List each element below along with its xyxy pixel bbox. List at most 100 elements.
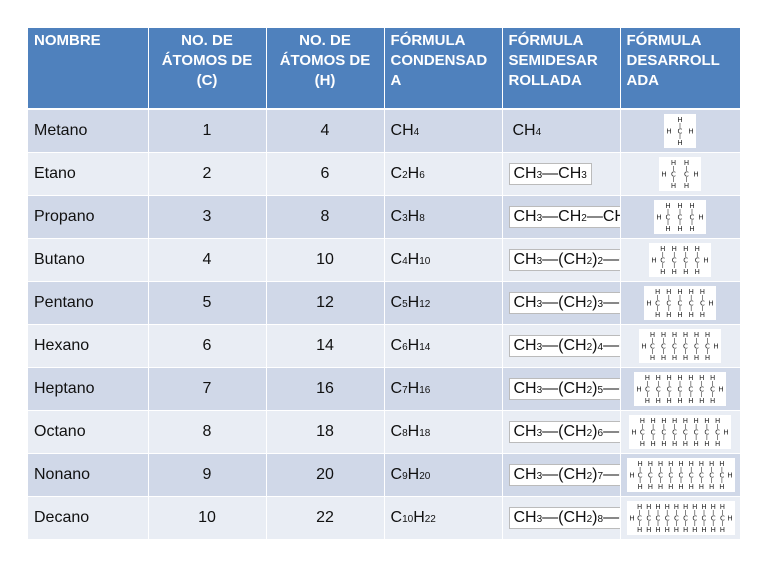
svg-text:H: H <box>671 182 676 190</box>
svg-text:C: C <box>646 514 651 522</box>
svg-text:C: C <box>692 514 697 522</box>
cell-atomos-h: 6 <box>266 152 385 196</box>
svg-text:H: H <box>647 460 652 468</box>
svg-text:H: H <box>701 503 706 511</box>
svg-text:H: H <box>650 354 655 362</box>
svg-text:C: C <box>678 127 683 135</box>
semidesarrollada-formula: CH3—(CH2)4—CH3 <box>508 334 619 357</box>
svg-text:H: H <box>704 256 709 264</box>
svg-text:H: H <box>664 503 669 511</box>
svg-text:H: H <box>689 311 694 319</box>
svg-text:H: H <box>684 159 689 167</box>
cell-nombre: Pentano <box>28 281 149 325</box>
cond-c-count: 2 <box>402 169 408 181</box>
svg-text:H: H <box>678 460 683 468</box>
svg-text:H: H <box>682 526 687 534</box>
svg-text:H: H <box>709 299 714 307</box>
svg-text:H: H <box>667 127 672 135</box>
svg-text:C: C <box>651 428 656 436</box>
header-formula-semidesarrollada: FÓRMULA SEMIDESAR ROLLADA <box>502 28 621 110</box>
svg-text:H: H <box>661 331 666 339</box>
svg-text:H: H <box>719 503 724 511</box>
cell-atomos-c: 7 <box>148 367 267 411</box>
svg-text:H: H <box>695 245 700 253</box>
cond-h-count: 10 <box>419 255 431 267</box>
svg-text:H: H <box>666 202 671 210</box>
cell-nombre: Metano <box>28 109 149 153</box>
svg-text:H: H <box>704 440 709 448</box>
svg-text:C: C <box>647 471 652 479</box>
svg-text:C: C <box>671 170 676 178</box>
svg-text:H: H <box>661 417 666 425</box>
cond-c: C <box>390 336 403 354</box>
svg-text:H: H <box>646 503 651 511</box>
cond-c: C <box>390 250 403 268</box>
svg-text:C: C <box>655 514 660 522</box>
svg-text:H: H <box>655 288 660 296</box>
semidesarrollada-formula: CH3—(CH2)3—CH3 <box>508 291 619 314</box>
cond-c: C <box>390 508 403 526</box>
svg-text:C: C <box>710 514 715 522</box>
svg-text:H: H <box>683 245 688 253</box>
svg-text:C: C <box>695 256 700 264</box>
svg-text:H: H <box>636 503 641 511</box>
semidesarrollada-formula: CH3—(CH2)2—CH3 <box>508 248 619 271</box>
cond-h: H <box>407 465 420 483</box>
svg-text:H: H <box>719 460 724 468</box>
svg-text:C: C <box>678 213 683 221</box>
svg-text:H: H <box>666 288 671 296</box>
svg-text:C: C <box>694 342 699 350</box>
table-row: Nonano920C9H20CH3—(CH2)7—CH3HCHHCHHCHHCH… <box>28 453 740 497</box>
semidesarrollada-formula: CH3—CH3 <box>508 162 592 185</box>
cell-formula-semidesarrollada: CH4 <box>502 109 621 153</box>
svg-text:C: C <box>719 514 724 522</box>
cell-atomos-h: 22 <box>266 496 385 540</box>
cond-c-count: 6 <box>402 341 408 353</box>
cell-formula-condensada: C8H18 <box>384 410 503 454</box>
cell-formula-semidesarrollada: CH3—(CH2)6—CH3 <box>502 410 621 454</box>
cell-atomos-h: 16 <box>266 367 385 411</box>
cell-nombre: Butano <box>28 238 149 282</box>
svg-text:H: H <box>694 417 699 425</box>
svg-text:H: H <box>688 374 693 382</box>
cond-c-count: 3 <box>402 212 408 224</box>
svg-text:C: C <box>650 342 655 350</box>
cell-formula-condensada: C9H20 <box>384 453 503 497</box>
cell-formula-condensada: C3H8 <box>384 195 503 239</box>
svg-text:C: C <box>662 428 667 436</box>
svg-text:C: C <box>672 428 677 436</box>
cell-atomos-c: 10 <box>148 496 267 540</box>
cond-h-count: 4 <box>413 126 420 138</box>
svg-text:H: H <box>689 127 694 135</box>
svg-text:H: H <box>683 268 688 276</box>
cond-c-count: 7 <box>402 384 408 396</box>
cell-formula-semidesarrollada: CH3—(CH2)3—CH3 <box>502 281 621 325</box>
svg-text:H: H <box>657 460 662 468</box>
svg-text:H: H <box>657 213 662 221</box>
svg-text:H: H <box>699 374 704 382</box>
svg-text:C: C <box>688 471 693 479</box>
svg-text:C: C <box>701 514 706 522</box>
svg-text:H: H <box>657 483 662 491</box>
svg-text:H: H <box>636 526 641 534</box>
svg-text:H: H <box>727 471 732 479</box>
svg-text:H: H <box>710 503 715 511</box>
cond-c: C <box>390 121 403 139</box>
svg-text:C: C <box>690 213 695 221</box>
svg-text:H: H <box>694 354 699 362</box>
svg-text:H: H <box>683 354 688 362</box>
svg-text:C: C <box>715 428 720 436</box>
cell-nombre: Heptano <box>28 367 149 411</box>
svg-text:C: C <box>656 385 661 393</box>
semidesarrollada-formula: CH3—(CH2)6—CH3 <box>508 420 619 443</box>
svg-text:H: H <box>660 268 665 276</box>
header-formula-condensada: FÓRMULA CONDENSAD A <box>384 28 503 110</box>
semidesarrollada-formula: CH3—(CH2)8—CH3 <box>508 506 619 529</box>
svg-text:H: H <box>715 440 720 448</box>
